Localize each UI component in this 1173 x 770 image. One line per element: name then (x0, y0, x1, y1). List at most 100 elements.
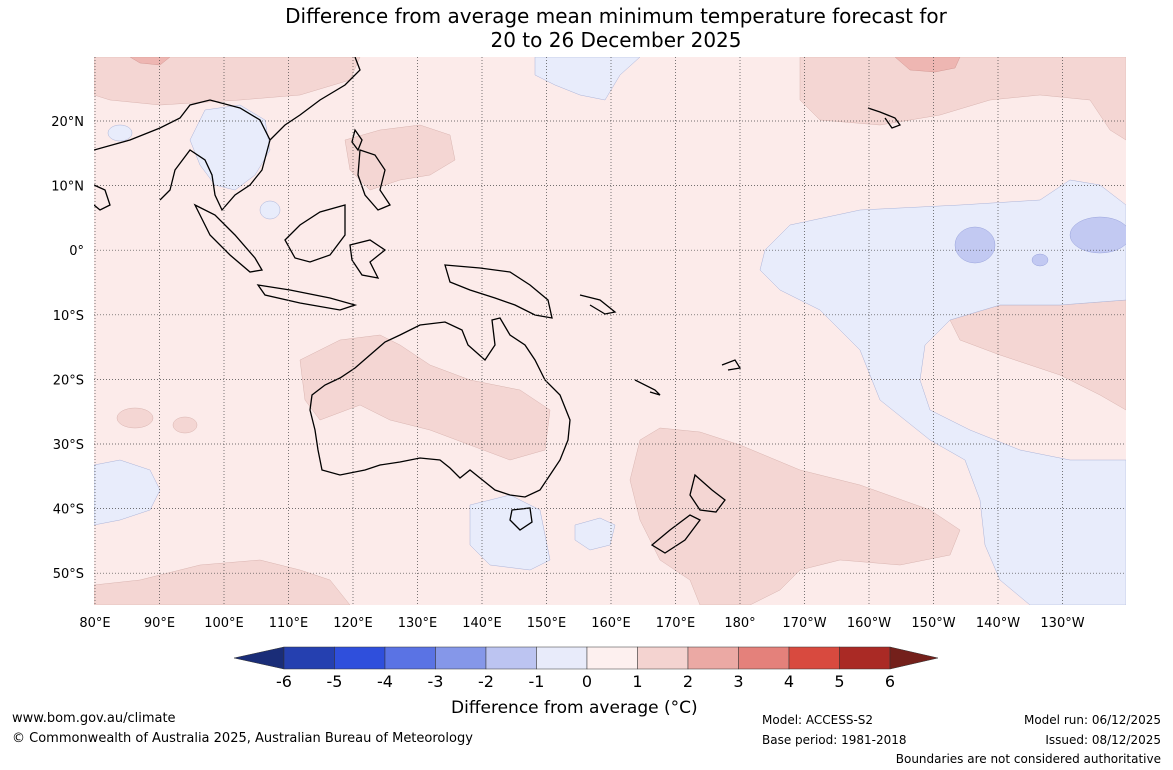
cool-region-indochina (189, 104, 271, 191)
cool-patch-borneo-sea (259, 200, 281, 220)
colorbar-segment (384, 646, 436, 670)
lon-label: 130°E (398, 616, 438, 631)
lat-label: 50°S (53, 567, 84, 582)
lon-label: 130°W (1040, 616, 1084, 631)
lon-label: 160°W (847, 616, 891, 631)
lon-label: 180° (724, 616, 755, 631)
colorbar-tick-label: -6 (276, 672, 292, 691)
cool-region-central-pacific (759, 179, 1126, 605)
colder-patch-1 (954, 226, 996, 264)
lon-label: 150°E (527, 616, 567, 631)
lon-label: 170°W (782, 616, 826, 631)
colorbar-tick-label: -4 (377, 672, 393, 691)
model-name: Model: ACCESS-S2 (762, 713, 874, 727)
coast-hawaii (867, 107, 902, 129)
issued-date: Issued: 08/12/2025 (1045, 733, 1161, 747)
colorbar-tick-label: 4 (784, 672, 794, 691)
colorbar-arrow-low (233, 646, 285, 670)
coast-philippines (357, 149, 391, 211)
colorbar-tick-label: -5 (327, 672, 343, 691)
warm-region-asia-north (94, 57, 361, 106)
title-line-1: Difference from average mean minimum tem… (285, 4, 947, 28)
colorbar-segment (435, 646, 487, 670)
coastlines (94, 57, 902, 554)
lon-label: 140°W (976, 616, 1020, 631)
colorbar-tick-label: 5 (834, 672, 844, 691)
cool-region-indian-ocean (94, 459, 161, 526)
colorbar-segment (536, 646, 588, 670)
coast-sulawesi (349, 239, 387, 279)
warm-region-southern-ocean (94, 559, 351, 605)
lon-label: 150°W (911, 616, 955, 631)
hot-patch-north-pacific (894, 57, 961, 73)
colorbar-tick-label: 3 (733, 672, 743, 691)
colorbar-ticks: -6 -5 -4 -3 -2 -1 0 1 2 3 4 5 6 (276, 672, 895, 691)
website-link[interactable]: www.bom.gov.au/climate (12, 711, 176, 726)
warm-region-new-zealand (629, 427, 961, 605)
colorbar-tick-label: 1 (632, 672, 642, 691)
title-line-2: 20 to 26 December 2025 (490, 28, 742, 52)
lon-label: 140°E (462, 616, 502, 631)
coast-india-south (94, 184, 111, 211)
warm-patch-small (172, 416, 198, 434)
longitude-labels: 80°E 90°E 100°E 110°E 120°E 130°E 140°E 150°E 16… (79, 616, 1084, 631)
warm-patch-indian-ocean (116, 407, 154, 429)
lon-label: 90°E (144, 616, 175, 631)
coast-asia-mainland (94, 57, 361, 212)
colorbar-tick-label: 2 (683, 672, 693, 691)
lat-label: 10°N (51, 180, 84, 195)
lat-label: 40°S (53, 503, 84, 518)
cool-region-south-tasman (469, 494, 551, 571)
lon-label: 170°E (656, 616, 696, 631)
colorbar-label: Difference from average (°C) (451, 698, 698, 718)
colorbar (233, 646, 939, 670)
lat-label: 30°S (53, 438, 84, 453)
lon-label: 120°E (333, 616, 373, 631)
coast-new-caledonia (634, 379, 661, 396)
colorbar-tick-label: -3 (428, 672, 444, 691)
colorbar-segment (788, 646, 840, 670)
boundary-disclaimer: Boundaries are not considered authoritat… (895, 752, 1161, 766)
coast-nz-south (650, 514, 701, 554)
colorbar-segment (586, 646, 638, 670)
cool-patch-india (107, 124, 133, 142)
coast-new-guinea (444, 264, 553, 319)
chart-title: Difference from average mean minimum tem… (0, 4, 1173, 52)
lat-label: 10°S (53, 309, 84, 324)
lat-label: 0° (69, 244, 84, 259)
model-run-date: Model run: 06/12/2025 (1023, 713, 1161, 727)
lon-label: 110°E (269, 616, 309, 631)
colder-patch-3 (1031, 253, 1049, 267)
lon-label: 160°E (591, 616, 631, 631)
colder-patch-2 (1069, 216, 1126, 254)
copyright-text: © Commonwealth of Australia 2025, Austra… (12, 731, 473, 746)
colorbar-tick-label: 6 (885, 672, 895, 691)
base-period: Base period: 1981-2018 (762, 733, 907, 747)
graticule (94, 57, 1126, 605)
hot-patch-north-asia (129, 57, 171, 66)
colorbar-segment (687, 646, 739, 670)
colorbar-tick-label: -1 (529, 672, 545, 691)
coast-fiji (721, 359, 742, 371)
cool-region-south-patch (574, 517, 616, 551)
colorbar-segment (283, 646, 335, 670)
colorbar-segment (839, 646, 891, 670)
coast-solomons (579, 294, 617, 315)
coast-nz-north (689, 473, 726, 513)
colorbar-segment (334, 646, 386, 670)
coast-java (256, 284, 358, 311)
warm-region-north-pacific (799, 57, 1126, 141)
map-area (94, 57, 1126, 605)
coast-sumatra (193, 203, 264, 273)
lat-label: 20°N (51, 115, 84, 130)
lon-label: 100°E (204, 616, 244, 631)
lat-label: 20°S (53, 373, 84, 388)
coast-australia (309, 317, 571, 498)
colorbar-arrow-high (889, 646, 939, 670)
colorbar-segment (738, 646, 790, 670)
colorbar-tick-label: -2 (478, 672, 494, 691)
colorbar-tick-label: 0 (582, 672, 592, 691)
colorbar-segment (485, 646, 537, 670)
colorbar-segment (637, 646, 689, 670)
